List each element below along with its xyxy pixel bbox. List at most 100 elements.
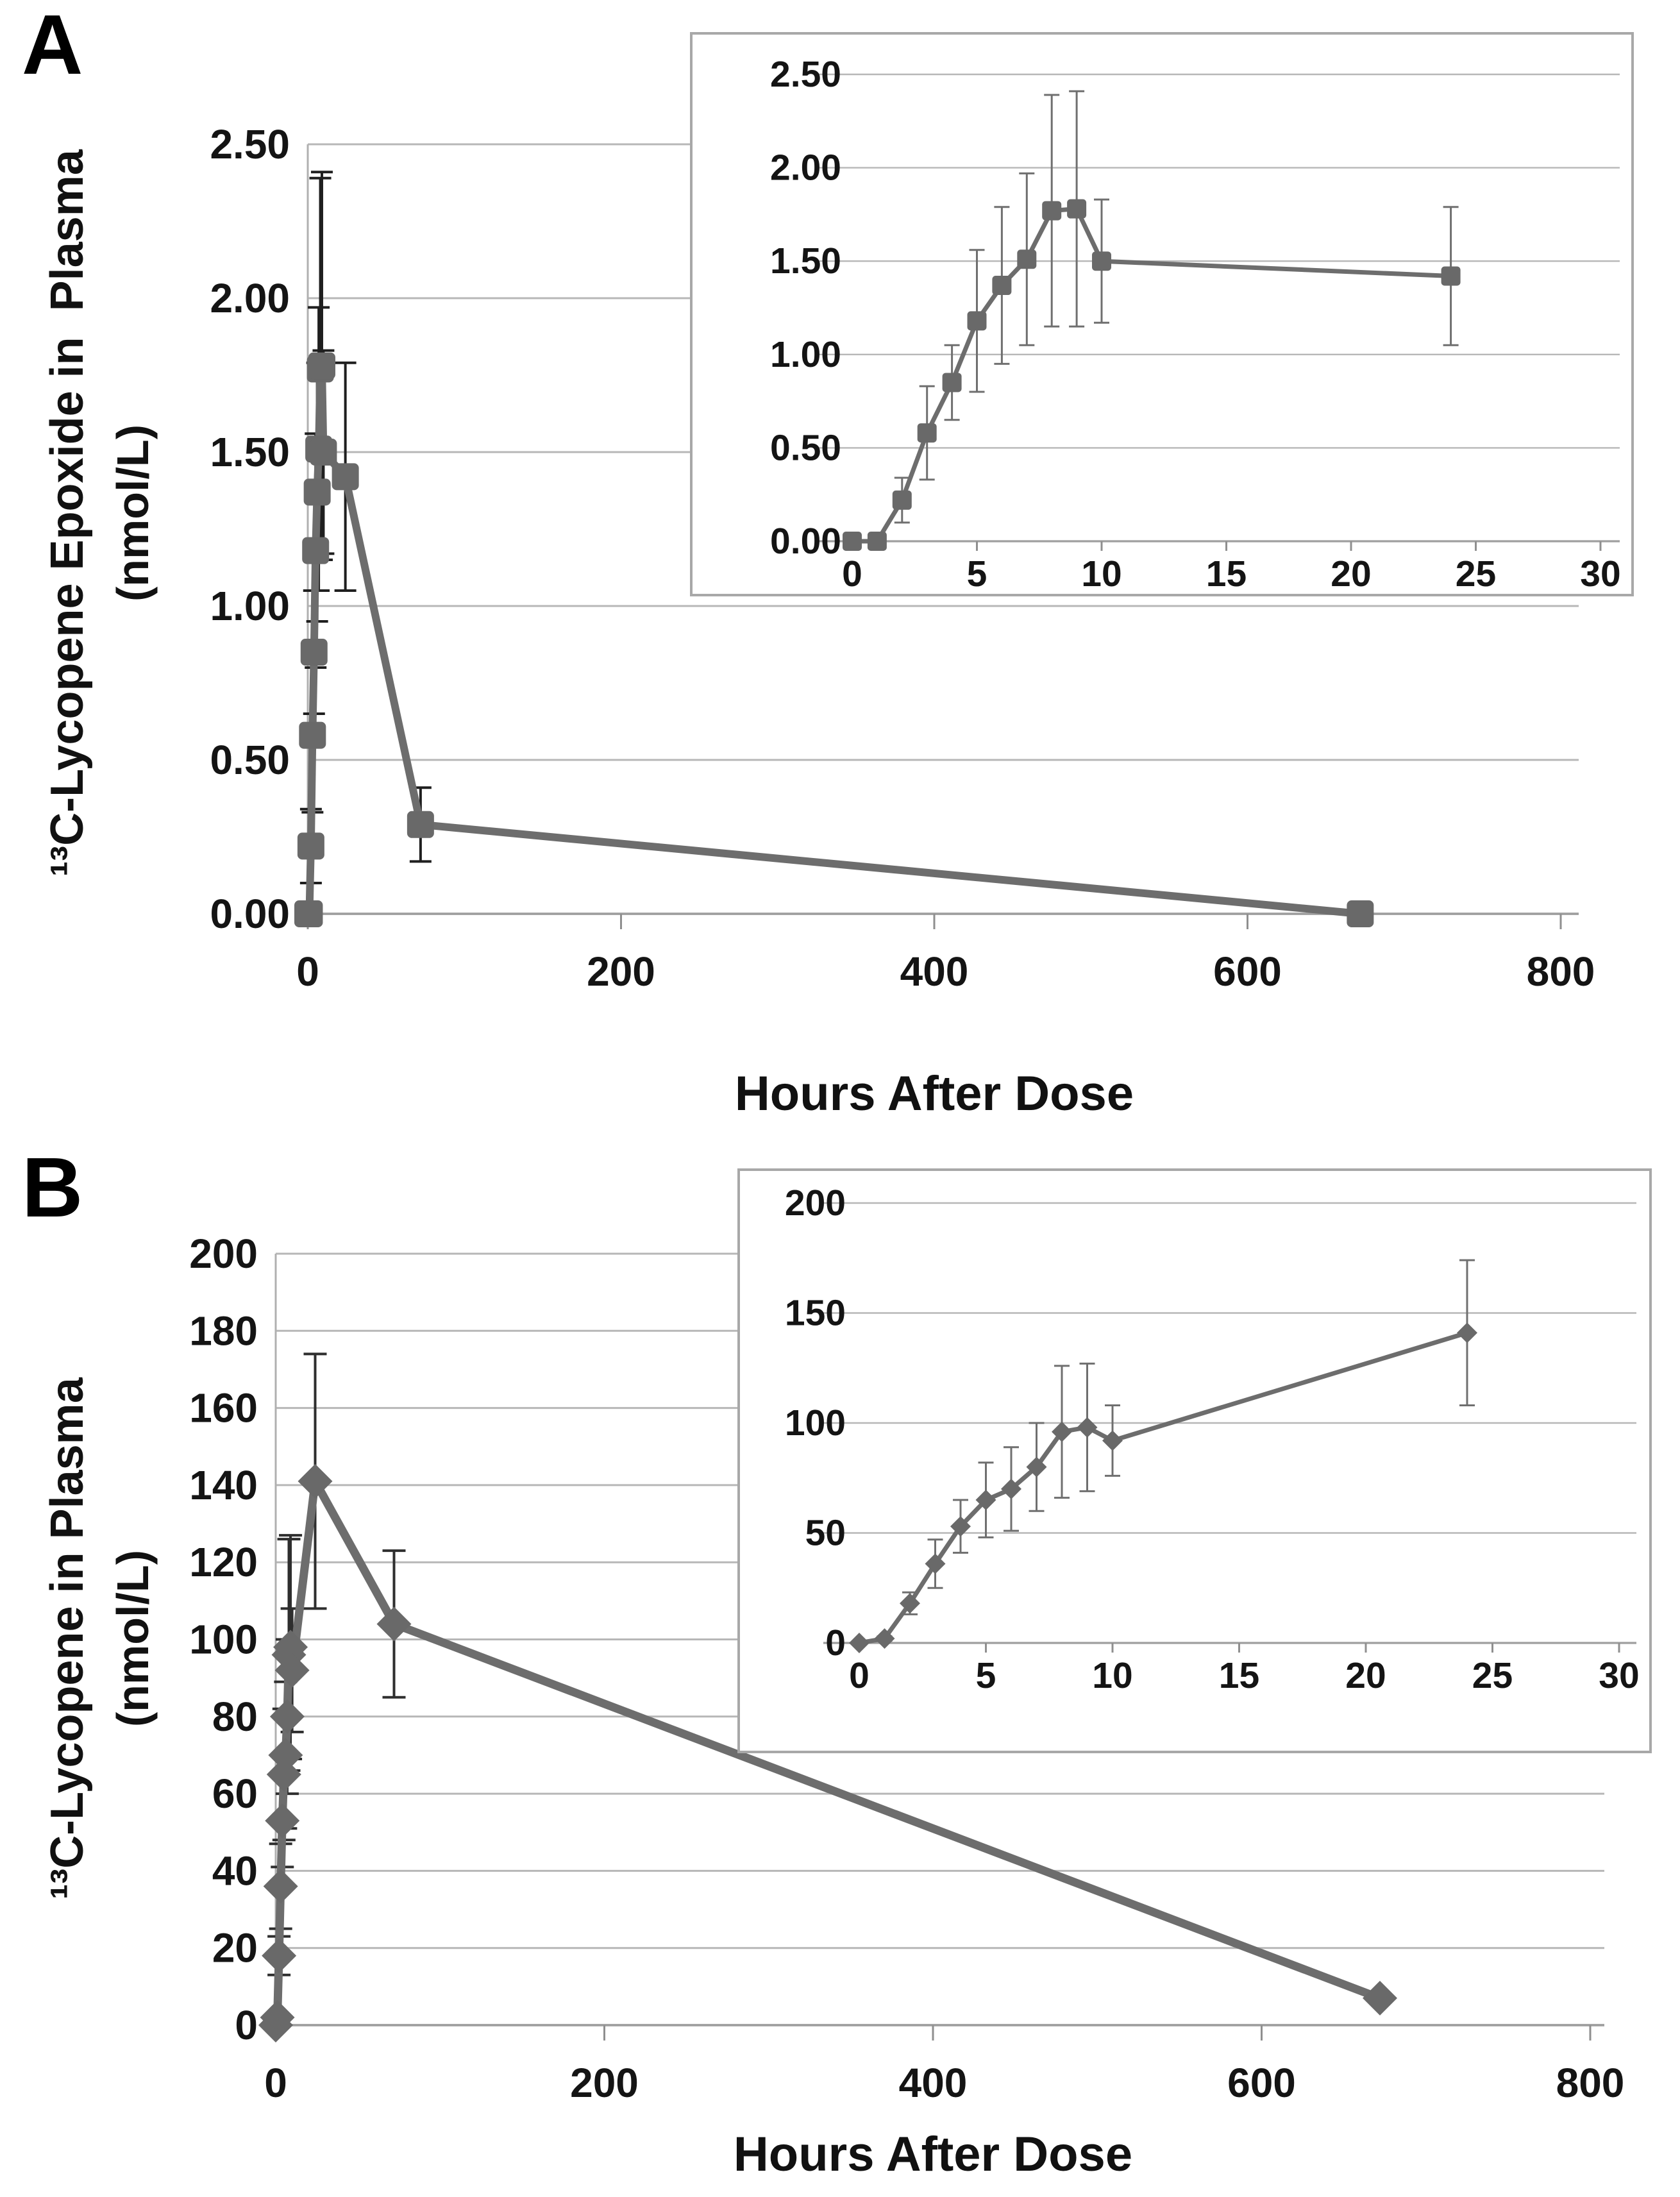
panel-a-x-axis-title: Hours After Dose — [734, 1066, 1134, 1121]
panel-a-main-y-tick-label: 1.50 — [210, 429, 290, 475]
panel-b-inset-markers — [849, 1322, 1477, 1653]
panel-a-inset-markers — [843, 199, 1461, 551]
data-point-marker — [925, 1553, 946, 1574]
panel-b-inset-x-tick-label: 10 — [1092, 1655, 1132, 1696]
panel-a-y-axis-title: ¹³C-Lycopene Epoxide in Plasma (nmol/L) — [26, 96, 173, 930]
data-point-marker — [1441, 266, 1461, 286]
panel-a-inset: 0 5 10 15 20 25 30 0.00 0.50 1.00 1.50 2.00 2.50 — [770, 54, 1621, 594]
panel-b-inset-series-line — [857, 1330, 1470, 1646]
data-point-marker — [407, 811, 434, 838]
data-point-marker — [874, 1628, 895, 1649]
panel-a-y-axis-title-line2: (nmol/L) — [108, 424, 158, 602]
panel-a-inset-x-tick-label: 30 — [1580, 553, 1620, 594]
data-point-marker — [268, 1737, 303, 1772]
data-point-marker — [269, 1699, 305, 1734]
panel-b-main-y-tick-label: 20 — [212, 1925, 258, 1971]
panel-b-inset-error-bars — [877, 1259, 1475, 1642]
panel-b-inset-y-tick-label: 0 — [825, 1622, 846, 1663]
panel-a-main-x-tick-label: 0 — [296, 948, 319, 995]
panel-b-y-axis-title-line2: (nmol/L) — [108, 1549, 158, 1728]
panel-b-main-y-tick-label: 180 — [189, 1308, 258, 1354]
panel-a-main-x-tick-label: 600 — [1213, 948, 1282, 995]
panel-b-main-y-tick-label: 60 — [212, 1771, 258, 1817]
panel-b-x-axis-title: Hours After Dose — [733, 2127, 1133, 2182]
panel-a-main-y-tick-label: 0.50 — [210, 737, 290, 783]
data-point-marker — [1077, 1417, 1098, 1438]
data-point-marker — [300, 639, 328, 666]
data-point-marker — [867, 532, 887, 551]
data-point-marker — [917, 423, 937, 443]
data-point-marker — [273, 1629, 308, 1665]
data-point-marker — [274, 1653, 310, 1688]
data-point-marker — [303, 478, 331, 506]
data-point-marker — [1457, 1322, 1477, 1343]
data-point-marker — [1042, 201, 1062, 221]
data-point-marker — [992, 276, 1012, 296]
panel-a-inset-x-tick-label: 20 — [1331, 553, 1371, 594]
data-point-marker — [260, 1999, 295, 2035]
data-point-marker — [975, 1490, 996, 1511]
panel-a-main-y-tick-label: 1.00 — [210, 583, 290, 629]
data-point-marker — [263, 1869, 298, 1904]
panel-b-main-y-tick-label: 140 — [189, 1462, 258, 1508]
panel-b-main-x-tick-label: 800 — [1556, 2060, 1625, 2106]
panel-a-y-axis-title-line1: ¹³C-Lycopene Epoxide in Plasma — [42, 149, 93, 877]
data-point-marker — [310, 439, 337, 466]
panel-a-main-y-tick-label: 2.00 — [210, 275, 290, 321]
panel-b-inset-svg: 0 5 10 15 20 25 30 0 50 100 150 200 — [785, 1183, 1640, 1696]
data-point-marker — [1052, 1421, 1072, 1442]
panel-b-main-y-tick-label: 40 — [212, 1848, 258, 1894]
data-point-marker — [1001, 1478, 1021, 1499]
panel-a-main-x-tick-label: 400 — [900, 948, 969, 995]
data-point-marker — [308, 352, 335, 380]
panel-b-main-x-tick-label: 0 — [264, 2060, 287, 2106]
data-point-marker — [1092, 251, 1111, 271]
data-point-marker — [265, 1803, 300, 1839]
data-point-marker — [298, 1463, 333, 1499]
panel-a-inset-y-tick-label: 0.50 — [770, 427, 841, 468]
panel-b-inset-x-tick-label: 5 — [976, 1655, 996, 1696]
panel-b-main-y-tick-label: 80 — [212, 1694, 258, 1740]
panel-a-inset-y-tick-label: 2.00 — [770, 147, 841, 189]
panel-a-inset-y-tick-label: 0.00 — [770, 521, 841, 562]
panel-b-inset-y-tick-label: 200 — [785, 1183, 846, 1224]
data-point-marker — [296, 900, 323, 927]
panel-b-inset-y-tick-label: 100 — [785, 1402, 846, 1444]
panel-b-inset-box: 0 5 10 15 20 25 30 0 50 100 150 200 — [737, 1168, 1652, 1753]
panel-a-inset-svg: 0 5 10 15 20 25 30 0.00 0.50 1.00 1.50 2.00 2.50 — [770, 54, 1621, 594]
panel-b-inset-x-tick-label: 25 — [1472, 1655, 1513, 1696]
panel-a-main-markers — [294, 352, 1374, 927]
panel-a-inset-y-tick-label: 2.50 — [770, 54, 841, 95]
panel-b-main-markers — [258, 1463, 1397, 2042]
panel-a-inset-x-tick-label: 25 — [1456, 553, 1496, 594]
data-point-marker — [297, 832, 324, 860]
data-point-marker — [266, 1757, 301, 1792]
panel-b-main-y-tick-label: 100 — [189, 1617, 258, 1663]
panel-b-inset-x-tick-label: 15 — [1219, 1655, 1259, 1696]
data-point-marker — [299, 721, 326, 749]
panel-a-inset-y-tick-label: 1.00 — [770, 334, 841, 375]
data-point-marker — [900, 1593, 920, 1614]
panel-a-inset-box: 0 5 10 15 20 25 30 0.00 0.50 1.00 1.50 2.00 2.50 — [690, 32, 1634, 596]
panel-a-main-y-tick-label: 0.00 — [210, 891, 290, 937]
data-point-marker — [942, 373, 962, 392]
panel-b-main-y-tick-label: 200 — [189, 1231, 258, 1277]
panel-b-main-y-tick-label: 160 — [189, 1385, 258, 1431]
panel-b-inset-y-tick-label: 150 — [785, 1293, 846, 1334]
panel-b-main-x-tick-label: 600 — [1227, 2060, 1296, 2106]
panel-a-inset-x-tick-label: 15 — [1206, 553, 1247, 594]
panel-a-main-x-tick-label: 200 — [587, 948, 655, 995]
panel-b-y-axis-title: ¹³C-Lycopene in Plasma (nmol/L) — [26, 1222, 173, 2055]
panel-a-inset-axis-ticks: 0 5 10 15 20 25 30 0.00 0.50 1.00 1.50 2.00 2.50 — [770, 54, 1621, 594]
panel-a-inset-x-tick-label: 5 — [967, 553, 987, 594]
data-point-marker — [849, 1633, 869, 1653]
panel-b-y-axis-title-line1: ¹³C-Lycopene in Plasma — [42, 1377, 93, 1899]
panel-b-inset-axis-ticks: 0 5 10 15 20 25 30 0 50 100 150 200 — [785, 1183, 1640, 1696]
panel-b-main-x-tick-label: 200 — [570, 2060, 639, 2106]
panel-b-main-y-tick-label: 0 — [235, 2002, 258, 2048]
panel-b-inset-x-tick-label: 20 — [1345, 1655, 1386, 1696]
data-point-marker — [262, 1938, 297, 1973]
